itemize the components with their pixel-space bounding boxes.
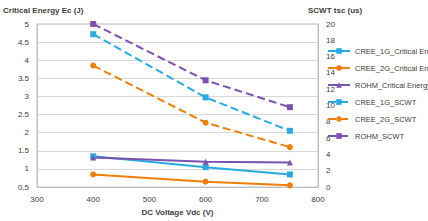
svg-text:SCWT tsc (us): SCWT tsc (us) xyxy=(308,6,363,15)
svg-text:2.5: 2.5 xyxy=(18,110,30,119)
svg-text:500: 500 xyxy=(143,195,157,204)
svg-text:6: 6 xyxy=(326,133,331,143)
svg-text:2: 2 xyxy=(326,166,331,175)
svg-text:CREE_1G_Critical Energy: CREE_1G_Critical Energy xyxy=(355,47,428,56)
svg-text:Critical Energy Ec (J): Critical Energy Ec (J) xyxy=(3,6,84,15)
svg-text:0.5: 0.5 xyxy=(18,183,30,192)
svg-text:600: 600 xyxy=(199,195,213,204)
svg-text:CREE_2G_Critical Energy: CREE_2G_Critical Energy xyxy=(355,64,428,73)
svg-text:12: 12 xyxy=(326,85,335,94)
svg-text:DC Voltage Vdc (V): DC Voltage Vdc (V) xyxy=(142,208,214,217)
svg-text:ROHM_Critical Energy: ROHM_Critical Energy xyxy=(355,81,428,90)
svg-text:400: 400 xyxy=(87,195,101,204)
svg-text:0: 0 xyxy=(326,183,331,192)
svg-text:300: 300 xyxy=(30,195,44,204)
svg-text:1.5: 1.5 xyxy=(18,146,30,155)
svg-text:CREE_2G_SCWT: CREE_2G_SCWT xyxy=(355,115,417,124)
svg-text:4: 4 xyxy=(326,150,331,159)
svg-text:14: 14 xyxy=(326,68,335,77)
svg-text:1: 1 xyxy=(25,164,30,173)
svg-text:2: 2 xyxy=(25,128,30,137)
svg-text:4.5: 4.5 xyxy=(18,38,30,47)
svg-text:18: 18 xyxy=(326,36,335,45)
svg-text:3: 3 xyxy=(25,92,30,101)
svg-text:CREE_1G_SCWT: CREE_1G_SCWT xyxy=(355,98,417,107)
svg-text:700: 700 xyxy=(255,195,269,204)
svg-text:20: 20 xyxy=(326,20,335,29)
svg-text:5: 5 xyxy=(25,20,30,29)
svg-text:10: 10 xyxy=(326,101,335,111)
svg-text:8: 8 xyxy=(326,117,331,127)
svg-text:800: 800 xyxy=(311,195,325,204)
svg-text:3.5: 3.5 xyxy=(18,74,30,83)
svg-text:4: 4 xyxy=(25,56,30,65)
svg-text:16: 16 xyxy=(326,52,335,61)
svg-text:ROHM_SCWT: ROHM_SCWT xyxy=(355,132,405,141)
